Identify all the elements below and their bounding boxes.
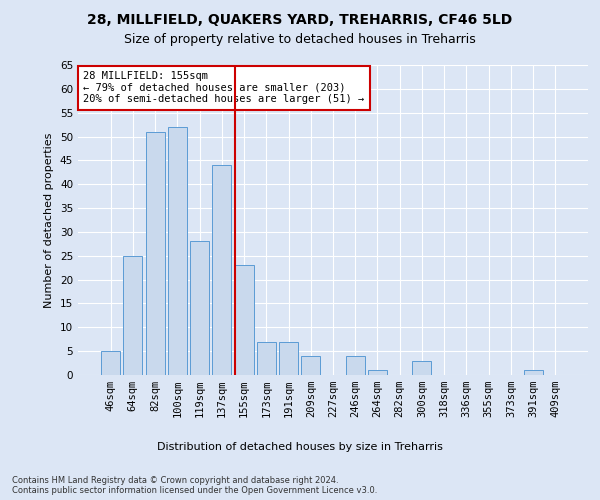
Text: 28, MILLFIELD, QUAKERS YARD, TREHARRIS, CF46 5LD: 28, MILLFIELD, QUAKERS YARD, TREHARRIS, … xyxy=(88,12,512,26)
Bar xyxy=(301,356,320,375)
Bar xyxy=(235,266,254,375)
Text: Size of property relative to detached houses in Treharris: Size of property relative to detached ho… xyxy=(124,32,476,46)
Text: 28 MILLFIELD: 155sqm
← 79% of detached houses are smaller (203)
20% of semi-deta: 28 MILLFIELD: 155sqm ← 79% of detached h… xyxy=(83,71,364,104)
Text: Contains HM Land Registry data © Crown copyright and database right 2024.
Contai: Contains HM Land Registry data © Crown c… xyxy=(12,476,377,495)
Bar xyxy=(346,356,365,375)
Bar xyxy=(168,127,187,375)
Bar xyxy=(212,165,231,375)
Bar xyxy=(412,360,431,375)
Bar xyxy=(101,351,120,375)
Bar xyxy=(524,370,542,375)
Text: Distribution of detached houses by size in Treharris: Distribution of detached houses by size … xyxy=(157,442,443,452)
Bar xyxy=(124,256,142,375)
Bar xyxy=(190,242,209,375)
Bar xyxy=(368,370,387,375)
Bar xyxy=(279,342,298,375)
Y-axis label: Number of detached properties: Number of detached properties xyxy=(44,132,55,308)
Bar xyxy=(257,342,276,375)
Bar xyxy=(146,132,164,375)
